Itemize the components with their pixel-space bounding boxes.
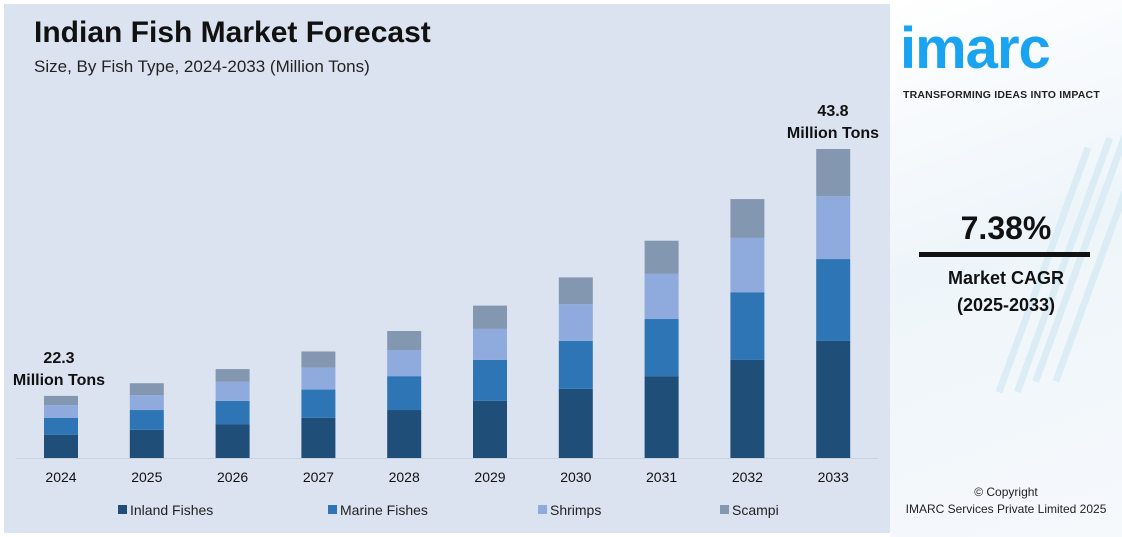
bar-segment-inland-fishes [473, 400, 507, 458]
bar-segment-marine-fishes [44, 417, 78, 435]
bar-segment-marine-fishes [301, 389, 336, 418]
chart-subtitle: Size, By Fish Type, 2024-2033 (Million T… [34, 57, 370, 76]
brand-tagline: TRANSFORMING IDEAS INTO IMPACT [903, 89, 1100, 101]
bar-segment-marine-fishes [215, 400, 250, 425]
bar-segment-inland-fishes [387, 410, 422, 458]
bar-segment-inland-fishes [215, 424, 250, 458]
bar-segment-scampi [558, 277, 593, 305]
bar-segment-inland-fishes [816, 340, 851, 458]
last-year-annotation: 43.8 Million Tons [778, 101, 888, 145]
bar-segment-scampi [730, 199, 765, 238]
bar-segment-inland-fishes [301, 417, 336, 458]
bar-segment-inland-fishes [644, 376, 679, 458]
bar-segment-marine-fishes [129, 410, 164, 430]
bar-segment-marine-fishes [387, 376, 422, 411]
bar-segment-shrimps [129, 395, 164, 411]
bar-segment-scampi [387, 331, 422, 351]
x-tick-label: 2029 [474, 469, 505, 485]
first-year-annotation: 22.3 Million Tons [4, 348, 114, 392]
legend-swatch [328, 505, 337, 514]
x-tick-label: 2031 [646, 469, 677, 485]
x-tick-label: 2028 [389, 469, 420, 485]
x-tick-label: 2026 [217, 469, 248, 485]
bar-segment-scampi [644, 240, 679, 274]
legend-label: Inland Fishes [130, 502, 213, 518]
x-tick-label: 2033 [818, 469, 849, 485]
bar-segment-shrimps [387, 350, 422, 377]
cagr-value: 7.38% [960, 210, 1052, 246]
bar-segment-scampi [44, 395, 78, 406]
last-unit: Million Tons [786, 125, 880, 142]
cagr-label: Market CAGR [947, 268, 1065, 288]
bar-segment-shrimps [301, 367, 336, 390]
x-tick-label: 2025 [131, 469, 162, 485]
divider [919, 252, 1090, 257]
bar-segment-shrimps [816, 196, 851, 260]
first-value: 22.3 [43, 350, 75, 367]
legend-label: Marine Fishes [340, 502, 428, 518]
last-value: 43.8 [817, 103, 849, 120]
bar-segment-scampi [816, 149, 851, 197]
bar-segment-scampi [473, 305, 507, 329]
bar-segment-shrimps [644, 273, 679, 320]
x-tick-label: 2027 [303, 469, 334, 485]
legend-swatch [538, 505, 547, 514]
x-tick-label: 2024 [45, 469, 76, 485]
bar-segment-shrimps [730, 237, 765, 293]
imarc-logo: imarc [900, 16, 1051, 81]
bar-segment-scampi [129, 383, 164, 396]
bar-segment-inland-fishes [44, 434, 78, 458]
bar-segment-marine-fishes [816, 259, 851, 341]
cagr-period: (2025-2033) [956, 295, 1056, 315]
legend-label: Scampi [732, 502, 779, 518]
legend-label: Shrimps [550, 502, 601, 518]
bar-segment-marine-fishes [473, 359, 507, 401]
bar-segment-shrimps [44, 405, 78, 418]
bar-segment-inland-fishes [730, 359, 765, 458]
bar-segment-marine-fishes [644, 319, 679, 377]
x-tick-label: 2032 [732, 469, 763, 485]
bar-segment-scampi [215, 369, 250, 382]
x-tick-label: 2030 [560, 469, 591, 485]
bar-segment-inland-fishes [558, 388, 593, 458]
bar-segment-shrimps [558, 304, 593, 341]
bar-segment-scampi [301, 351, 336, 368]
company-name: IMARC Services Private Limited 2025 [905, 502, 1107, 516]
bar-segment-shrimps [215, 381, 250, 401]
chart-title: Indian Fish Market Forecast [34, 16, 431, 49]
bar-segment-marine-fishes [730, 292, 765, 360]
stacked-bar-chart: 2024 2025 2026 2027 2028 2029 2030 2031 2032 2033… [16, 149, 878, 518]
legend-swatch [720, 505, 729, 514]
bar-segment-shrimps [473, 328, 507, 360]
bar-segment-marine-fishes [558, 340, 593, 389]
copyright: © Copyright [974, 485, 1038, 499]
bar-segment-inland-fishes [129, 429, 164, 458]
first-unit: Million Tons [12, 372, 106, 389]
legend-swatch [118, 505, 127, 514]
brand-panel: imarc TRANSFORMING IDEAS INTO IMPACT 7.3… [890, 0, 1122, 537]
